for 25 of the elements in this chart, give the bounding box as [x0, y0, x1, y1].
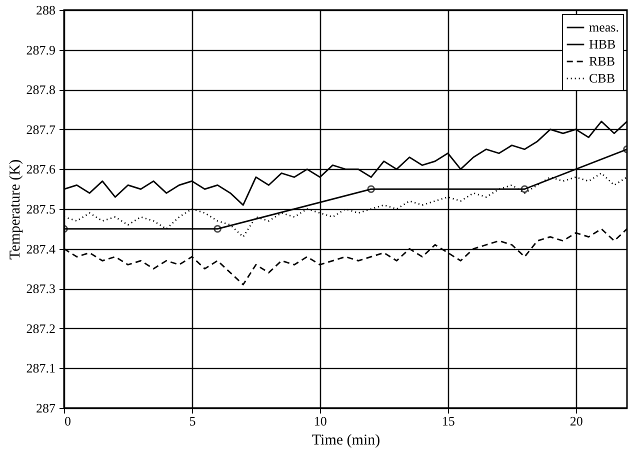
y-tick-label: 287.4 — [26, 241, 56, 256]
y-tick-label: 287.5 — [26, 202, 56, 216]
point — [520, 185, 529, 194]
x-axis-title: Time (min) — [312, 432, 380, 448]
y-tick-label: 288 — [36, 2, 56, 18]
y-tick-label: 287.1 — [26, 360, 56, 376]
y-tick-label: 287.6 — [26, 162, 56, 177]
y-tick-label: 287.2 — [26, 320, 56, 336]
y-axis-title: Temperature (K) — [7, 159, 24, 260]
y-tick-label: 287.8 — [26, 82, 56, 98]
x-tick-label: 0 — [64, 414, 71, 428]
x-tick-label: 10 — [314, 414, 327, 428]
x-tick-label: 15 — [442, 414, 455, 428]
point — [367, 185, 376, 194]
x-tick-label: 20 — [570, 414, 583, 428]
y-tick-label: 287.3 — [26, 281, 56, 296]
y-tick-label: 287.7 — [26, 122, 56, 137]
legend-label: CBB — [589, 70, 616, 86]
y-tick-label: 287.9 — [26, 42, 56, 58]
point — [214, 224, 222, 233]
y-tick-label: 287 — [36, 400, 56, 416]
legend-label: RBB — [589, 54, 616, 68]
x-tick-label: 5 — [189, 414, 196, 428]
legend-label: HBB — [589, 36, 616, 52]
legend-label: meas. — [589, 20, 619, 34]
